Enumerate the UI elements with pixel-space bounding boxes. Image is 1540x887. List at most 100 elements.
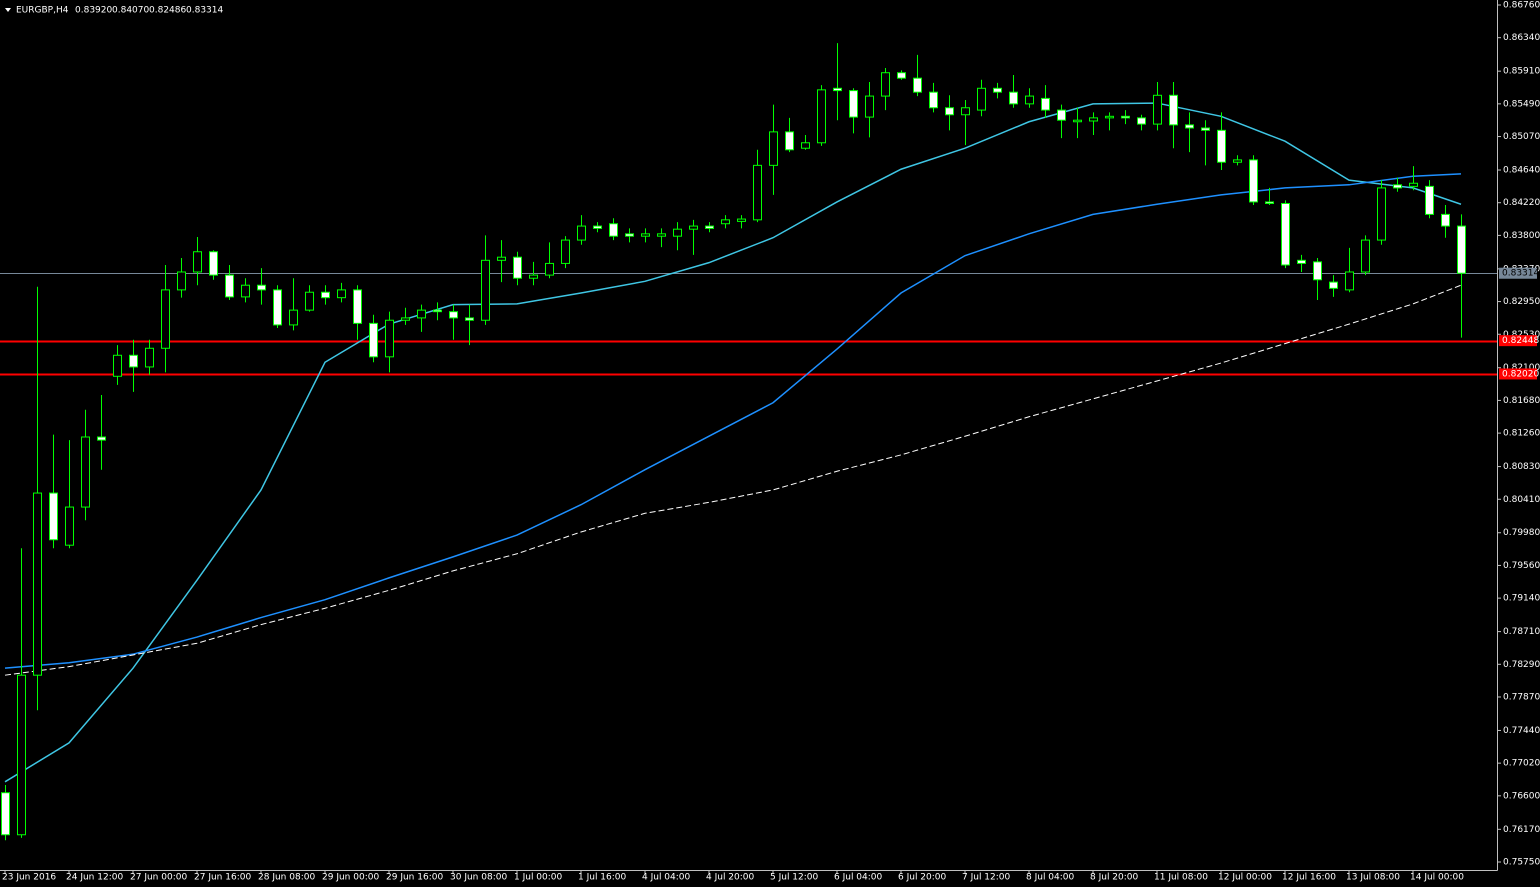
candle-body xyxy=(1025,95,1034,105)
candle-body xyxy=(865,95,874,118)
candle-body xyxy=(993,87,1002,93)
x-tick-label: 8 Jul 04:00 xyxy=(1026,873,1075,883)
candle-body xyxy=(817,89,826,144)
candle-body xyxy=(193,251,202,273)
candle-body xyxy=(1105,115,1114,119)
candle-body xyxy=(913,77,922,93)
y-tick-label: 0.84220 xyxy=(1503,198,1540,208)
x-tick-label: 11 Jul 08:00 xyxy=(1154,873,1208,883)
candle-body xyxy=(481,259,490,321)
candle-body xyxy=(1073,119,1082,123)
candle-body xyxy=(353,289,362,324)
level-label-box xyxy=(1499,267,1537,279)
y-tick-label: 0.84640 xyxy=(1503,166,1540,176)
candle-body xyxy=(593,225,602,229)
candle-body xyxy=(833,87,842,92)
x-tick-label: 29 Jun 16:00 xyxy=(386,873,443,883)
candle-body xyxy=(977,87,986,111)
symbol: EURGBP,H4 xyxy=(16,6,69,16)
candle-body xyxy=(385,319,394,358)
candle-body xyxy=(529,274,538,279)
x-tick-label: 12 Jul 16:00 xyxy=(1282,873,1336,883)
header-open: 0.83920 xyxy=(75,6,112,16)
candle-body xyxy=(1361,239,1370,273)
candle-body xyxy=(1249,159,1258,203)
x-tick-label: 29 Jun 00:00 xyxy=(322,873,379,883)
y-tick-label: 0.86760 xyxy=(1503,1,1540,11)
candle-body xyxy=(65,506,74,546)
x-tick-label: 5 Jul 12:00 xyxy=(770,873,819,883)
level-label: 0.83314 xyxy=(1502,269,1539,279)
candle-body xyxy=(81,436,90,508)
candle-body xyxy=(1329,281,1338,289)
y-tick-label: 0.80410 xyxy=(1503,495,1540,505)
candle-body xyxy=(1089,117,1098,122)
candle-body xyxy=(1457,225,1466,274)
candle-body xyxy=(609,223,618,237)
x-tick-label: 24 Jun 12:00 xyxy=(66,873,123,883)
level-label: 0.82448 xyxy=(1502,336,1539,346)
candle-body xyxy=(257,284,266,291)
candle-body xyxy=(145,347,154,368)
candle-body xyxy=(49,492,58,541)
candle-body xyxy=(1345,271,1354,291)
candle-body xyxy=(1057,109,1066,121)
candle-body xyxy=(273,289,282,326)
candle-body xyxy=(161,289,170,349)
candle-body xyxy=(1377,187,1386,241)
y-tick-label: 0.76170 xyxy=(1503,825,1540,835)
header-high: 0.84070 xyxy=(112,6,149,16)
candle-body xyxy=(97,436,106,441)
x-tick-label: 6 Jul 20:00 xyxy=(898,873,947,883)
candle-body xyxy=(1041,97,1050,111)
candle-body xyxy=(1137,117,1146,125)
candle-body xyxy=(1201,127,1210,131)
candle-body xyxy=(513,256,522,279)
candle-body xyxy=(673,228,682,237)
x-tick-label: 1 Jul 00:00 xyxy=(514,873,563,883)
candle-body xyxy=(17,674,26,836)
y-tick-label: 0.79560 xyxy=(1503,561,1540,571)
y-tick-label: 0.77440 xyxy=(1503,726,1540,736)
x-tick-label: 27 Jun 16:00 xyxy=(194,873,251,883)
y-tick-label: 0.79980 xyxy=(1503,528,1540,538)
x-tick-label: 14 Jul 00:00 xyxy=(1410,873,1464,883)
y-tick-label: 0.78710 xyxy=(1503,627,1540,637)
candle-body xyxy=(1441,213,1450,227)
x-tick-label: 13 Jul 08:00 xyxy=(1346,873,1400,883)
candle-body xyxy=(785,131,794,151)
candle-body xyxy=(113,354,122,377)
candle-body xyxy=(433,309,442,313)
level-label-box xyxy=(1499,368,1537,380)
candle-body xyxy=(401,317,410,321)
x-tick-label: 4 Jul 04:00 xyxy=(642,873,691,883)
x-tick-label: 7 Jul 12:00 xyxy=(962,873,1011,883)
candle-body xyxy=(1185,124,1194,129)
candle-body xyxy=(497,256,506,261)
candle-body xyxy=(769,131,778,166)
candle-body xyxy=(1425,185,1434,215)
candle-body xyxy=(289,309,298,326)
candle-body xyxy=(929,91,938,109)
x-tick-label: 1 Jul 16:00 xyxy=(578,873,627,883)
candle-body xyxy=(881,72,890,97)
candle-body xyxy=(625,233,634,237)
candle-body xyxy=(225,274,234,298)
candle-body xyxy=(1281,202,1290,266)
candle-body xyxy=(321,291,330,299)
candle-body xyxy=(641,233,650,237)
candle-body xyxy=(753,164,762,221)
x-tick-label: 28 Jun 08:00 xyxy=(258,873,315,883)
candle-body xyxy=(961,107,970,116)
y-tick-label: 0.76600 xyxy=(1503,791,1540,801)
candle-body xyxy=(1121,115,1130,119)
candle-body xyxy=(945,107,954,116)
x-tick-label: 6 Jul 04:00 xyxy=(834,873,883,883)
y-tick-label: 0.85070 xyxy=(1503,132,1540,142)
y-tick-label: 0.85490 xyxy=(1503,99,1540,109)
level-label: 0.82020 xyxy=(1502,369,1539,379)
menu-triangle[interactable] xyxy=(5,8,11,12)
y-tick-label: 0.79140 xyxy=(1503,594,1540,604)
y-tick-label: 0.81680 xyxy=(1503,396,1540,406)
